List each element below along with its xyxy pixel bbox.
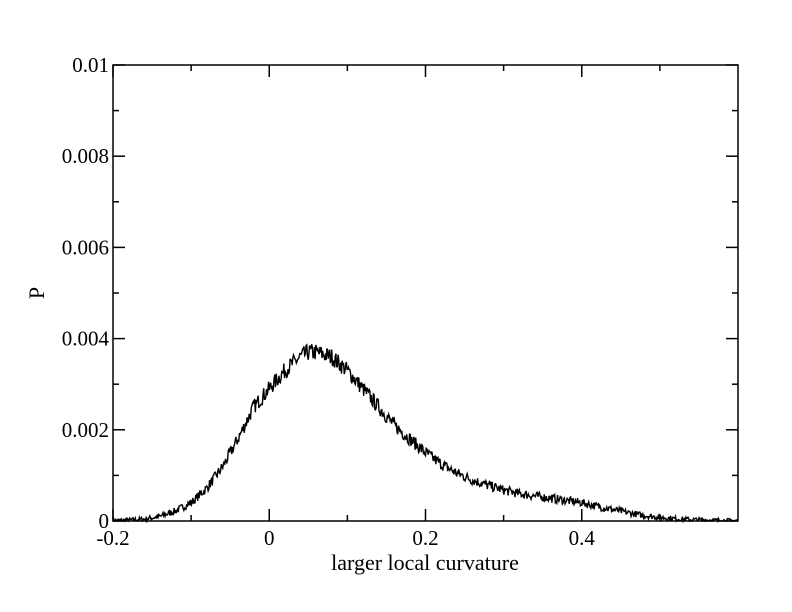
y-tick-label: 0.004 xyxy=(62,327,110,351)
y-tick-label: 0 xyxy=(99,509,110,533)
y-tick-label: 0.008 xyxy=(62,144,109,168)
x-tick-label: 0 xyxy=(264,526,275,550)
y-tick-label: 0.002 xyxy=(62,418,109,442)
y-axis-ticks: 0 0.002 0.004 0.006 0.008 0.01 xyxy=(62,53,738,533)
y-tick-label: 0.006 xyxy=(62,235,109,259)
x-tick-label: -0.2 xyxy=(96,526,129,550)
x-tick-label: 0.2 xyxy=(412,526,438,550)
x-tick-label: 0.4 xyxy=(569,526,596,550)
x-axis-title: larger local curvature xyxy=(331,550,519,575)
y-axis-title: P xyxy=(24,287,49,299)
x-axis-ticks: -0.2 0 0.2 0.4 xyxy=(96,65,661,550)
y-tick-label: 0.01 xyxy=(72,53,109,77)
series-line xyxy=(112,343,739,524)
